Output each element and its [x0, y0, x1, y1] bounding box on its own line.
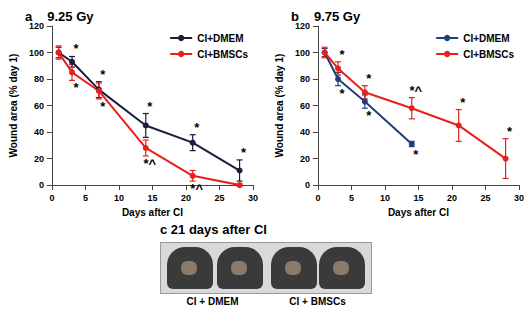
html-text:c 21 days after CI: c 21 days after CI — [160, 222, 267, 237]
svg-text:*^: *^ — [409, 83, 422, 98]
svg-text:*^: *^ — [190, 181, 203, 196]
svg-text:9.75 Gy: 9.75 Gy — [314, 9, 361, 24]
svg-text:CI+DMEM: CI+DMEM — [463, 33, 509, 44]
svg-text:a: a — [25, 8, 33, 24]
svg-text:40: 40 — [300, 127, 310, 137]
svg-text:40: 40 — [34, 127, 44, 137]
svg-text:30: 30 — [248, 193, 258, 203]
svg-text:*: * — [100, 99, 106, 114]
svg-text:*: * — [339, 47, 345, 62]
svg-text:9.25 Gy: 9.25 Gy — [47, 9, 94, 24]
svg-text:20: 20 — [300, 154, 310, 164]
svg-text:0: 0 — [315, 193, 320, 203]
svg-text:*: * — [339, 86, 345, 101]
svg-text:100: 100 — [29, 48, 44, 58]
svg-text:10: 10 — [114, 193, 124, 203]
svg-text:0: 0 — [305, 180, 310, 190]
svg-text:*^: *^ — [143, 156, 156, 171]
svg-text:15: 15 — [413, 193, 423, 203]
svg-text:0: 0 — [49, 193, 54, 203]
svg-text:*: * — [366, 71, 372, 86]
svg-text:60: 60 — [300, 101, 310, 111]
svg-text:25: 25 — [214, 193, 224, 203]
svg-text:*: * — [460, 95, 466, 110]
html-text:CI + BMSCs: CI + BMSCs — [289, 296, 346, 307]
svg-text:25: 25 — [480, 193, 490, 203]
svg-text:10: 10 — [380, 193, 390, 203]
svg-text:Days after CI: Days after CI — [388, 207, 449, 218]
svg-text:60: 60 — [34, 101, 44, 111]
svg-text:5: 5 — [83, 193, 88, 203]
svg-text:*: * — [73, 80, 79, 95]
svg-text:*: * — [507, 124, 513, 139]
svg-text:20: 20 — [447, 193, 457, 203]
svg-text:15: 15 — [147, 193, 157, 203]
svg-text:*: * — [194, 120, 200, 135]
svg-text:*: * — [73, 41, 79, 56]
svg-text:5: 5 — [349, 193, 354, 203]
svg-text:Wound area (% day 1): Wound area (% day 1) — [8, 54, 19, 158]
svg-text:80: 80 — [300, 74, 310, 84]
svg-text:30: 30 — [514, 193, 524, 203]
svg-text:b: b — [291, 9, 299, 24]
svg-text:CI+DMEM: CI+DMEM — [197, 33, 243, 44]
svg-text:80: 80 — [34, 74, 44, 84]
svg-text:Wound area (% day 1): Wound area (% day 1) — [274, 54, 285, 158]
svg-text:20: 20 — [34, 154, 44, 164]
svg-text:*: * — [147, 99, 153, 114]
html-text:CI + DMEM: CI + DMEM — [186, 296, 239, 307]
svg-text:120: 120 — [28, 21, 44, 31]
svg-text:Days after CI: Days after CI — [122, 207, 183, 218]
svg-text:0: 0 — [39, 180, 44, 190]
svg-text:100: 100 — [295, 48, 310, 58]
svg-text:*: * — [366, 108, 372, 123]
svg-text:CI+BMSCs: CI+BMSCs — [197, 49, 248, 60]
svg-text:120: 120 — [294, 21, 310, 31]
svg-text:*: * — [241, 145, 247, 160]
svg-text:*: * — [413, 147, 419, 162]
svg-text:20: 20 — [181, 192, 191, 203]
svg-text:*: * — [100, 67, 106, 82]
svg-text:CI+BMSCs: CI+BMSCs — [463, 49, 514, 60]
